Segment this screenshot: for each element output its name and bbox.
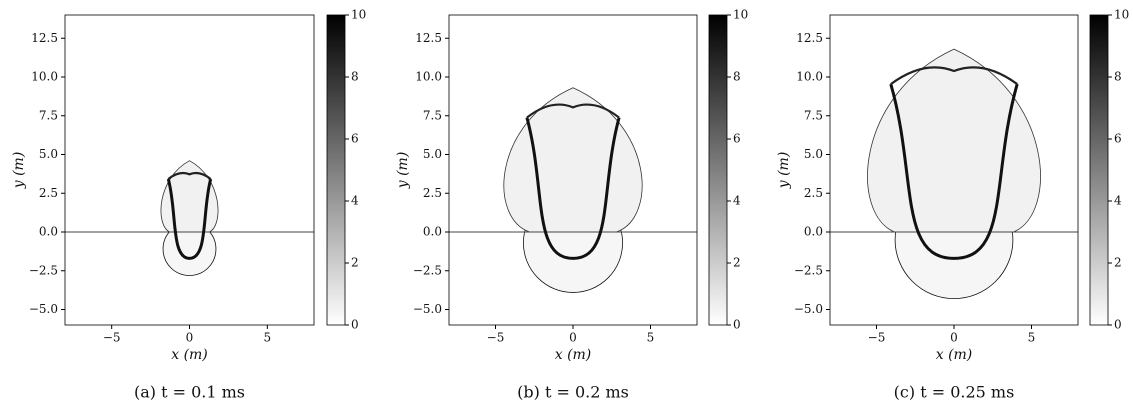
y-tick-label: −5.0 [794,302,823,316]
y-tick-label: 2.5 [39,186,58,200]
interface [166,178,213,260]
y-tick-label: 2.5 [804,186,823,200]
y-tick-label: −2.5 [794,263,823,277]
y-tick-label: −2.5 [413,263,442,277]
x-tick-label: −5 [103,331,121,345]
colorbar-tick-label: 10 [733,8,748,22]
y-tick-label: 12.5 [31,31,58,45]
colorbar-tick-label: 2 [1114,256,1122,270]
colorbar [326,14,346,326]
colorbar-tick-label: 6 [1114,132,1122,146]
interface [889,83,1019,260]
colorbar-tick-label: 6 [351,132,359,146]
x-tick-label: 5 [647,331,655,345]
colorbar [1089,14,1109,326]
y-tick-label: −2.5 [29,263,58,277]
colorbar-tick-label: 2 [733,256,741,270]
colorbar [708,14,728,326]
colorbar-tick-label: 4 [1114,194,1122,208]
x-tick-label: −5 [487,331,505,345]
y-axis-label: y (m) [11,152,27,190]
colorbar-tick-label: 0 [351,318,359,332]
y-tick-label: −5.0 [29,302,58,316]
colorbar-tick-label: 8 [351,70,359,84]
interface-top [526,103,620,119]
y-tick-label: −5.0 [413,302,442,316]
x-axis-label: x (m) [171,347,208,363]
caption: (b) t = 0.2 ms [517,383,629,402]
colorbar-tick-label: 8 [733,70,741,84]
y-tick-label: 7.5 [804,108,823,122]
colorbar-tick-label: 8 [1114,70,1122,84]
colorbar-tick-label: 6 [733,132,741,146]
upper-front [160,160,219,233]
colorbar-tick-label: 4 [733,194,741,208]
y-tick-label: 12.5 [796,31,823,45]
interface-top [890,66,1018,85]
y-tick-label: 12.5 [415,31,442,45]
y-tick-label: 7.5 [39,108,58,122]
colorbar-tick-label: 2 [351,256,359,270]
x-tick-label: 5 [263,331,271,345]
interface [525,117,621,260]
x-axis-label: x (m) [936,347,973,363]
upper-front [867,48,1041,233]
caption: (a) t = 0.1 ms [134,383,245,402]
y-tick-label: 5.0 [39,147,58,161]
caption: (c) t = 0.25 ms [894,383,1015,402]
x-tick-label: 0 [186,331,194,345]
x-tick-label: 0 [569,331,577,345]
y-tick-label: 5.0 [423,147,442,161]
x-tick-label: 0 [950,331,958,345]
x-axis-label: x (m) [555,347,592,363]
y-tick-label: 10.0 [415,70,442,84]
y-tick-label: 7.5 [423,108,442,122]
colorbar-tick-label: 0 [1114,318,1122,332]
y-axis-label: y (m) [395,152,411,190]
colorbar-tick-label: 10 [1114,8,1129,22]
x-tick-label: −5 [868,331,886,345]
y-tick-label: 5.0 [804,147,823,161]
y-tick-label: 2.5 [423,186,442,200]
colorbar-tick-label: 0 [733,318,741,332]
colorbar-tick-label: 4 [351,194,359,208]
y-tick-label: 0.0 [39,225,58,239]
y-tick-label: 10.0 [31,70,58,84]
y-tick-label: 0.0 [804,225,823,239]
y-tick-label: 0.0 [423,225,442,239]
y-tick-label: 10.0 [796,70,823,84]
x-tick-label: 5 [1028,331,1036,345]
interface-top [167,171,212,180]
colorbar-tick-label: 10 [351,8,366,22]
y-axis-label: y (m) [776,152,792,190]
